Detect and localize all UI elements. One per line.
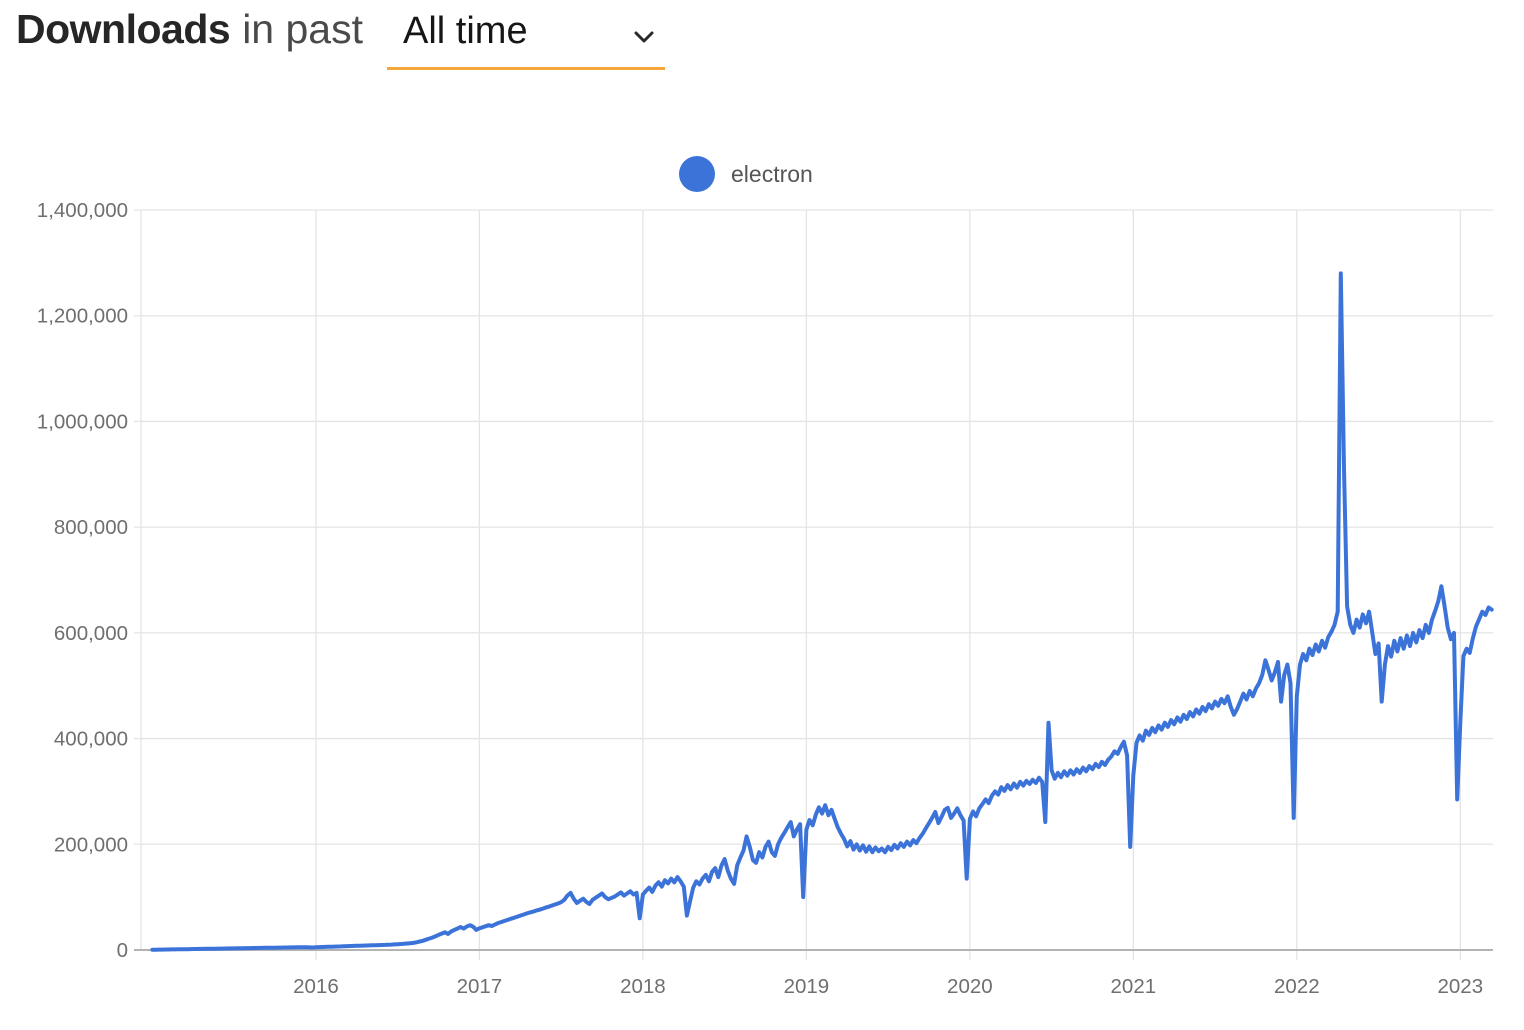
y-axis-tick-label: 1,200,000: [37, 305, 128, 328]
chevron-down-icon: [634, 31, 654, 42]
chart-header: Downloads in past All time: [16, 6, 665, 70]
y-axis-tick-label: 1,400,000: [37, 199, 128, 222]
x-axis-tick-label: 2021: [1111, 975, 1157, 998]
y-axis-tick-label: 0: [117, 939, 128, 962]
page-title: Downloads: [16, 6, 231, 52]
page-title-connector: in past: [242, 6, 363, 52]
chart-legend: electron: [679, 156, 813, 192]
x-axis-tick-label: 2022: [1274, 975, 1320, 998]
x-axis-tick-label: 2017: [457, 975, 503, 998]
y-axis-tick-label: 800,000: [54, 516, 128, 539]
x-axis-tick-label: 2020: [947, 975, 993, 998]
y-axis-tick-label: 600,000: [54, 622, 128, 645]
x-axis-tick-label: 2023: [1437, 975, 1483, 998]
x-axis-tick-label: 2016: [293, 975, 339, 998]
y-axis-tick-label: 400,000: [54, 728, 128, 751]
time-range-dropdown[interactable]: All time: [387, 8, 665, 70]
electron-series-line[interactable]: [150, 271, 1494, 952]
time-range-value: All time: [403, 10, 528, 52]
x-axis-tick-label: 2019: [784, 975, 830, 998]
legend-label-electron[interactable]: electron: [731, 160, 813, 187]
y-axis-tick-label: 200,000: [54, 833, 128, 856]
x-axis-tick-label: 2018: [620, 975, 666, 998]
y-axis-tick-label: 1,000,000: [37, 410, 128, 433]
legend-dot-electron: [679, 156, 715, 192]
